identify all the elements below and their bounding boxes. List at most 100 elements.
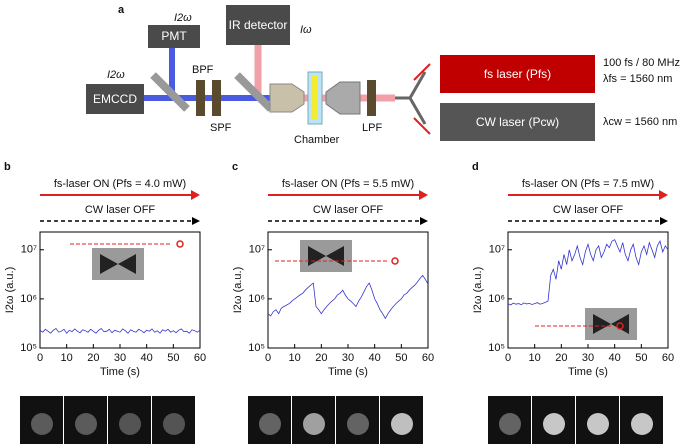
frame-label: 15 s	[492, 398, 513, 410]
y-axis-label: I2ω (a.u.)	[472, 267, 484, 314]
signal-label: Iω	[300, 24, 312, 36]
optic-label: Chamber	[294, 134, 340, 146]
filter	[212, 80, 221, 116]
mirror	[150, 72, 190, 112]
y-tick-label: 10⁶	[488, 293, 505, 305]
frame-label: 25 s	[536, 398, 557, 410]
annotation: fs-laser ON (Pfs = 7.5 mW)	[522, 178, 654, 190]
annotation: fs-laser ON (Pfs = 4.0 mW)	[54, 178, 186, 190]
frame-label: 35 s	[384, 398, 405, 410]
panel-label: c	[232, 161, 238, 173]
frame-spot	[119, 413, 141, 435]
fiber	[395, 71, 427, 125]
y-tick-label: 10⁷	[249, 244, 265, 256]
x-tick-label: 50	[635, 352, 647, 364]
y-tick-label: 10⁷	[21, 244, 37, 256]
x-tick-label: 10	[529, 352, 541, 364]
frame-label: 45 s	[112, 398, 133, 410]
signal-label: I2ω	[107, 69, 125, 81]
data-line	[267, 274, 429, 320]
frame-spot	[163, 413, 185, 435]
x-tick-label: 60	[662, 352, 674, 364]
filter	[367, 80, 376, 116]
x-tick-label: 0	[505, 352, 511, 364]
x-tick-label: 40	[609, 352, 621, 364]
annotation: CW laser OFF	[85, 204, 156, 216]
arrow	[413, 117, 431, 135]
annotation: fs-laser ON (Pfs = 5.5 mW)	[282, 178, 414, 190]
data-line	[39, 327, 201, 334]
panel-label: d	[472, 161, 479, 173]
arrow-head	[660, 217, 668, 225]
cw-laser-box: CW laser (Pcw)	[440, 103, 595, 141]
y-axis-label: I2ω (a.u.)	[232, 267, 244, 314]
annotation: CW laser OFF	[313, 204, 384, 216]
panel-label: b	[4, 161, 11, 173]
frame-label: 30 s	[68, 398, 89, 410]
arrow-head	[419, 190, 428, 200]
frame-label: 60 s	[156, 398, 177, 410]
mirror	[234, 72, 274, 112]
annotation: CW laser OFF	[553, 204, 624, 216]
frame-spot	[499, 413, 521, 435]
optic-label: SPF	[210, 122, 232, 134]
data-line	[507, 239, 669, 306]
y-axis-label: I2ω (a.u.)	[4, 267, 16, 314]
arrow-head	[420, 217, 428, 225]
ir-detector-box: IR detector	[226, 5, 290, 45]
x-axis-label: Time (s)	[328, 366, 368, 378]
frame-spot	[391, 413, 413, 435]
x-tick-label: 30	[582, 352, 594, 364]
x-tick-label: 20	[315, 352, 327, 364]
y-tick-label: 10⁶	[20, 293, 37, 305]
x-tick-label: 20	[87, 352, 99, 364]
x-axis-label: Time (s)	[100, 366, 140, 378]
frame-spot	[259, 413, 281, 435]
x-tick-label: 30	[342, 352, 354, 364]
x-tick-label: 60	[422, 352, 434, 364]
objective	[269, 83, 305, 113]
x-tick-label: 0	[37, 352, 43, 364]
x-tick-label: 20	[555, 352, 567, 364]
x-tick-label: 10	[289, 352, 301, 364]
y-tick-label: 10⁷	[489, 244, 505, 256]
y-tick-label: 10⁵	[488, 342, 505, 354]
frame-spot	[347, 413, 369, 435]
frame-label: 5 s	[252, 398, 267, 410]
optic-label: BPF	[192, 64, 214, 76]
panel-label: a	[118, 4, 125, 16]
frame-label: 35 s	[580, 398, 601, 410]
y-tick-label: 10⁶	[248, 293, 265, 305]
frame-spot	[587, 413, 609, 435]
sample	[312, 76, 317, 120]
x-tick-label: 40	[369, 352, 381, 364]
inset-structure	[100, 254, 136, 274]
inset-marker	[176, 240, 184, 248]
frame-label: 15 s	[24, 398, 45, 410]
objective	[325, 81, 361, 115]
frame-spot	[31, 413, 53, 435]
frame-spot	[303, 413, 325, 435]
y-tick-label: 10⁵	[20, 342, 37, 354]
frame-label: 45 s	[624, 398, 645, 410]
fs-laser-box: fs laser (Pfs)	[440, 55, 595, 93]
x-tick-label: 0	[265, 352, 271, 364]
optic-label: LPF	[362, 122, 382, 134]
frame-spot	[75, 413, 97, 435]
y-tick-label: 10⁵	[248, 342, 265, 354]
laser-spec: λcw = 1560 nm	[603, 116, 677, 128]
x-tick-label: 30	[114, 352, 126, 364]
inset-marker	[391, 257, 399, 265]
arrow-head	[192, 217, 200, 225]
frame-label: 15 s	[296, 398, 317, 410]
arrow-head	[659, 190, 668, 200]
laser-spec: 100 fs / 80 MHz	[603, 57, 680, 69]
laser-spec: λfs = 1560 nm	[603, 73, 672, 85]
x-tick-label: 50	[167, 352, 179, 364]
inset-marker	[616, 322, 624, 330]
x-tick-label: 50	[395, 352, 407, 364]
pmt-box: PMT	[148, 25, 200, 48]
emccd-box: EMCCD	[86, 84, 144, 114]
